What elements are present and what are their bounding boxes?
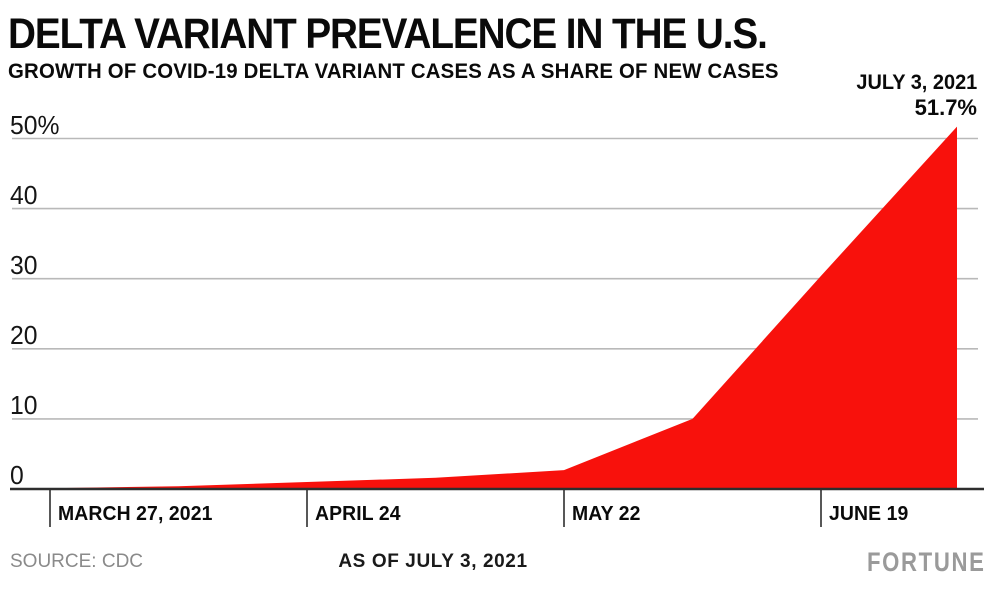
chart-subtitle: GROWTH OF COVID-19 DELTA VARIANT CASES A…: [8, 60, 779, 83]
x-axis-label: MAY 22: [572, 503, 641, 525]
peak-annotation: JULY 3, 2021 51.7%: [850, 72, 977, 119]
peak-annotation-value: 51.7%: [914, 95, 977, 120]
page-title: DELTA VARIANT PREVALENCE IN THE U.S.: [8, 10, 768, 58]
as-of-date: AS OF JULY 3, 2021: [338, 551, 528, 572]
fortune-logo: FORTUNE: [866, 547, 985, 577]
y-axis-label: 20: [10, 319, 38, 350]
y-axis-label: 0: [10, 460, 24, 490]
y-axis-label: 10: [10, 389, 38, 420]
x-axis-label: JUNE 19: [829, 503, 909, 525]
y-axis-label: 50%: [10, 109, 60, 140]
y-axis-label: 40: [10, 179, 38, 210]
y-axis-label: 30: [10, 249, 38, 280]
peak-annotation-date: JULY 3, 2021: [856, 71, 977, 94]
x-axis-label: MARCH 27, 2021: [58, 503, 213, 525]
source-credit: SOURCE: CDC: [10, 551, 144, 572]
delta-share-area-series: [50, 126, 957, 489]
x-axis-label: APRIL 24: [315, 503, 401, 525]
